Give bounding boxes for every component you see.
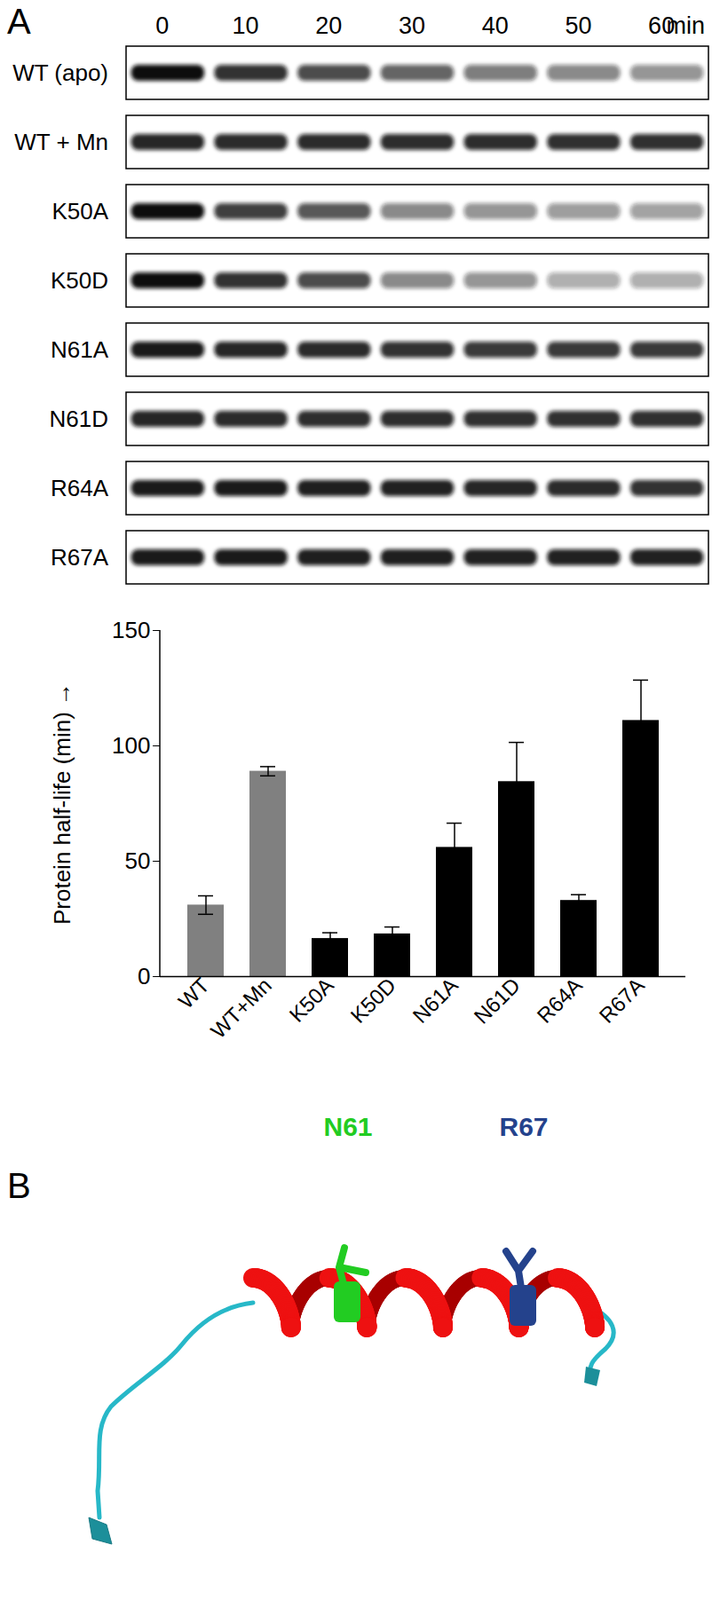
svg-text:10: 10 [232,12,260,40]
svg-text:K50A: K50A [284,973,339,1028]
svg-text:K50D: K50D [345,973,401,1029]
svg-text:Protein half-life (min) →: Protein half-life (min) → [48,682,76,926]
svg-text:WT (apo): WT (apo) [12,59,109,87]
svg-text:K50D: K50D [50,267,109,294]
svg-text:A: A [7,1,32,41]
svg-text:40: 40 [482,12,509,40]
svg-text:N61D: N61D [49,405,109,433]
svg-text:N61A: N61A [407,973,463,1029]
svg-text:R64A: R64A [531,973,587,1029]
svg-text:N61D: N61D [468,973,524,1029]
svg-text:0: 0 [155,12,169,40]
svg-text:WT: WT [173,973,214,1014]
svg-text:R64A: R64A [50,474,110,502]
svg-text:WT + Mn: WT + Mn [14,128,109,156]
svg-text:K50A: K50A [51,197,109,225]
svg-text:150: 150 [111,617,151,644]
svg-text:50: 50 [564,12,592,40]
svg-text:60: 60 [648,12,675,40]
svg-text:50: 50 [125,847,151,875]
svg-text:100: 100 [111,732,151,760]
svg-text:R67A: R67A [593,973,649,1029]
svg-text:WT+Mn: WT+Mn [205,973,277,1044]
svg-text:20: 20 [315,12,342,40]
svg-text:B: B [7,1166,32,1206]
svg-text:0: 0 [137,963,151,990]
svg-text:R67: R67 [498,1112,548,1142]
svg-text:N61A: N61A [50,336,110,364]
svg-text:N61: N61 [323,1112,372,1142]
svg-text:min: min [665,12,705,40]
svg-text:30: 30 [398,12,426,40]
svg-text:R67A: R67A [50,544,110,571]
